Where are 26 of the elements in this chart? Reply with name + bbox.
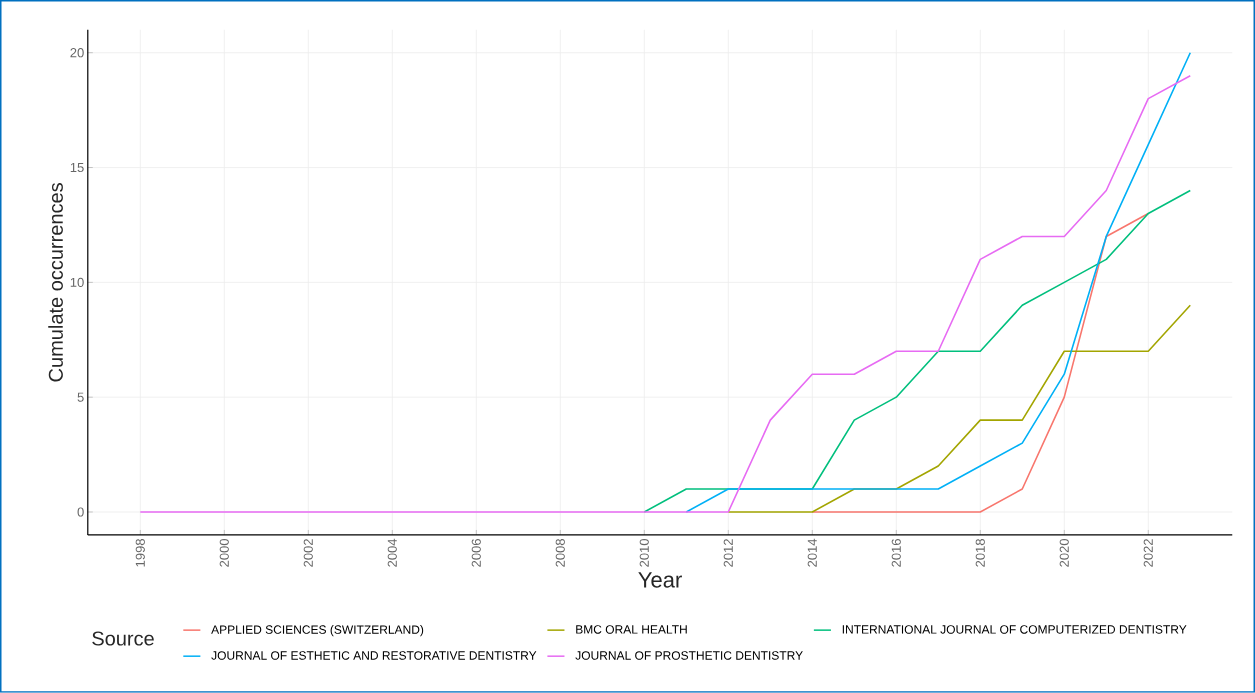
x-tick-label: 2002	[303, 539, 313, 567]
legend-title: Source	[92, 631, 154, 646]
legend-label: APPLIED SCIENCES (SWITZERLAND)	[211, 625, 424, 637]
x-axis-title: Year	[638, 572, 682, 588]
x-tick-label: 2014	[807, 538, 817, 567]
legend-label: BMC ORAL HEALTH	[576, 625, 687, 634]
x-tick-label: 1998	[135, 539, 145, 567]
x-tick-label: 2022	[1143, 539, 1153, 567]
x-tick-label: 2016	[891, 539, 901, 567]
legend-label: INTERNATIONAL JOURNAL OF COMPUTERIZED DENTISTRY	[842, 625, 1187, 634]
x-tick-label: 2012	[723, 539, 733, 567]
y-axis-title: Cumulate occurrences	[48, 183, 63, 382]
x-tick-label: 2000	[219, 539, 229, 567]
legend-label: JOURNAL OF ESTHETIC AND RESTORATIVE DENTISTRY	[211, 651, 537, 660]
x-tick-label: 2010	[639, 539, 649, 567]
y-tick-label: 15	[70, 163, 84, 173]
x-tick-label: 2008	[555, 539, 565, 567]
x-tick-label: 2006	[471, 539, 481, 567]
y-tick-label: 20	[70, 48, 84, 58]
y-tick-label: 0	[77, 507, 84, 517]
legend-label: JOURNAL OF PROSTHETIC DENTISTRY	[575, 651, 803, 660]
x-tick-label: 2020	[1059, 539, 1069, 567]
y-tick-label: 5	[77, 392, 84, 402]
y-tick-label: 10	[70, 277, 84, 288]
x-tick-label: 2004	[387, 538, 397, 567]
x-tick-label: 2018	[975, 539, 985, 567]
